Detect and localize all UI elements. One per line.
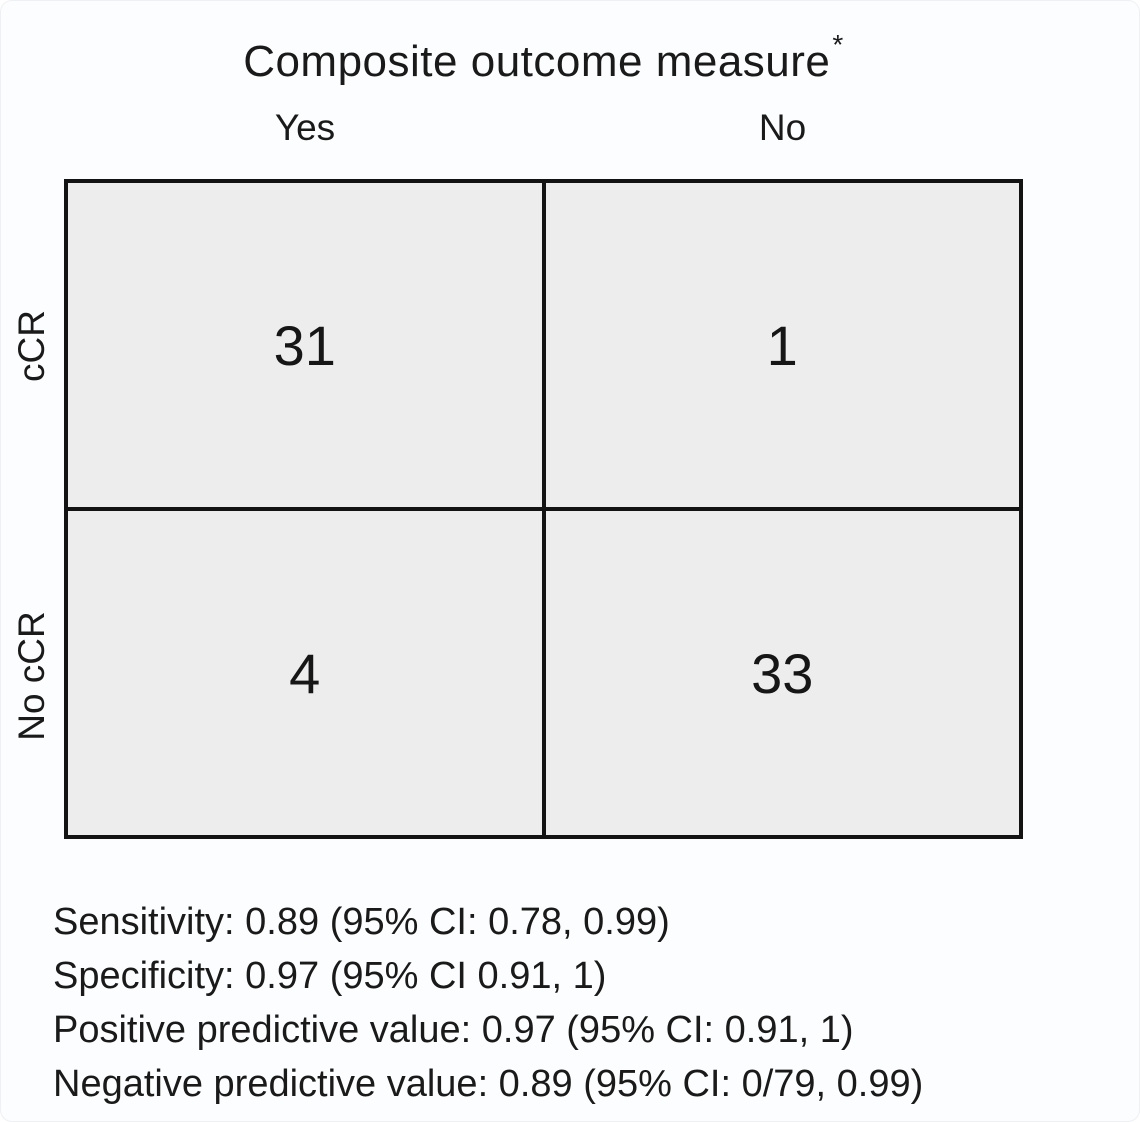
- stat-line-npv: Negative predictive value: 0.89 (95% CI:…: [53, 1063, 924, 1105]
- figure-title-asterisk: *: [832, 29, 844, 60]
- row-label-wrap-ccr: cCR: [1, 183, 63, 509]
- matrix-cell-true-positive: 31: [68, 183, 542, 507]
- row-label-ccr: cCR: [11, 310, 53, 382]
- stat-line-ppv: Positive predictive value: 0.97 (95% CI:…: [53, 1009, 854, 1051]
- column-header-no: No: [758, 107, 807, 148]
- confusion-matrix: 31 1 4 33: [64, 179, 1023, 839]
- row-label-no-ccr: No cCR: [11, 611, 52, 741]
- figure-title-text: Composite outcome measure: [243, 37, 831, 86]
- matrix-cell-false-negative: 1: [545, 183, 1019, 507]
- matrix-cell-true-negative: 33: [545, 511, 1019, 835]
- column-header-yes: Yes: [274, 107, 336, 148]
- matrix-cell-false-positive: 4: [68, 511, 542, 835]
- stat-line-specificity: Specificity: 0.97 (95% CI 0.91, 1): [53, 955, 607, 997]
- row-label-wrap-no-ccr: No cCR: [1, 513, 63, 839]
- figure-title: Composite outcome measure*: [64, 29, 1023, 87]
- statistics-block: Sensitivity: 0.89 (95% CI: 0.78, 0.99) S…: [53, 895, 923, 1111]
- stat-line-sensitivity: Sensitivity: 0.89 (95% CI: 0.78, 0.99): [53, 901, 670, 943]
